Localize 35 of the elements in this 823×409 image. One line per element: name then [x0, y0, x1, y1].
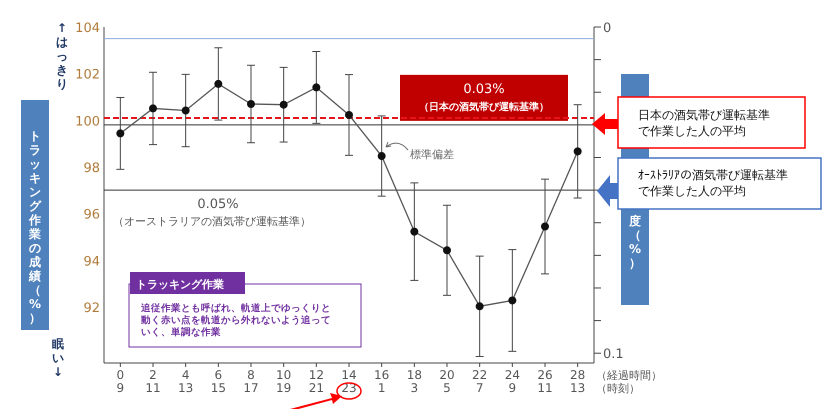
- x-tick-label: 8 17: [243, 368, 259, 395]
- x-tick-label: 26 11: [537, 368, 553, 395]
- x-axis-title: （経過時間）（時刻）: [596, 369, 662, 395]
- annotation: 追従作業とも呼ばれ、軌道上でゆっくりと動く赤い点を軌道から外れないよう追っていく、単調な作業: [140, 302, 331, 338]
- x-tick-label: 20 5: [439, 368, 455, 395]
- ref-line-label: 0.03% （日本の酒気帯び運転基準）: [419, 82, 549, 113]
- y-tick-label: 94: [83, 254, 100, 270]
- x-tick-label: 16 1: [374, 368, 390, 395]
- annotation: 標準偏差: [410, 148, 454, 161]
- ref-line-label: 0.05% （オーストラリアの酒気帯び運転基準）: [113, 197, 311, 228]
- y2-axis-title: 度（%）: [628, 214, 642, 270]
- x-tick-label: 24 9: [504, 368, 520, 395]
- x-tick-label: 6 15: [210, 368, 226, 395]
- x-tick-label: 18 3: [406, 368, 422, 395]
- text: 眠い↓: [52, 337, 64, 379]
- y2-tick-label: 0: [603, 21, 612, 36]
- y-tick-label: 92: [83, 301, 100, 316]
- y2-tick-label: 0.1: [603, 347, 624, 362]
- x-tick-label: 28 13: [570, 368, 586, 395]
- y-tick-label: 102: [75, 68, 100, 83]
- x-tick-label: 4 13: [178, 368, 194, 395]
- x-tick-label: 22 7: [472, 368, 488, 395]
- text: トラッキング作業の成績（%）: [28, 129, 42, 325]
- text: 日本の酒気帯び運転基準で作業した人の平均: [638, 108, 770, 138]
- x-tick-label: 0 9: [116, 368, 124, 395]
- annotation: トラッキング作業: [136, 278, 224, 291]
- x-tick-label: 2 11: [145, 368, 161, 395]
- text: ｵｰｽﾄﾗﾘｱの酒気帯び運転基準で作業した人の平均: [638, 168, 788, 198]
- text: ↑はっきり: [56, 21, 68, 91]
- y-tick-label: 96: [83, 208, 100, 223]
- x-tick-label: 10 19: [276, 368, 292, 395]
- y-tick-label: 104: [75, 21, 100, 36]
- x-tick-label: 12 21: [308, 368, 324, 395]
- y-tick-label: 98: [83, 161, 100, 176]
- y-tick-label: 100: [75, 114, 100, 130]
